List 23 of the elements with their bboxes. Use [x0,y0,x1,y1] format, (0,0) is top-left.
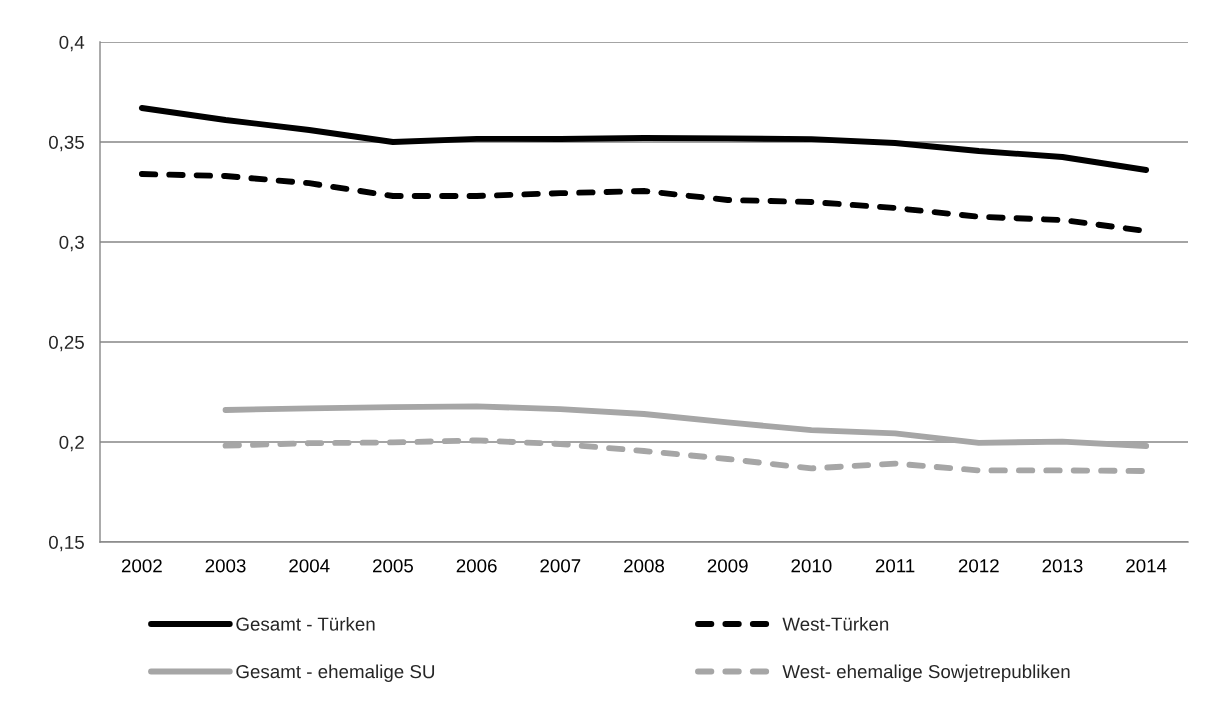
x-tick-label: 2007 [540,559,581,573]
y-tick-label: 0,3 [59,235,84,252]
y-tick-label: 0,2 [59,435,84,452]
y-tick-label: 0,25 [48,335,84,352]
x-tick-label: 2008 [624,559,665,573]
legend-label: Gesamt - Türken [236,617,375,631]
x-tick-label: 2012 [958,559,999,573]
x-tick-label: 2013 [1042,559,1083,573]
x-tick-label: 2002 [121,559,162,573]
x-tick-label: 2010 [791,559,832,573]
legend-label: Gesamt - ehemalige SU [236,664,435,682]
legend-label: West-Türken [782,617,889,631]
x-tick-label: 2009 [707,559,748,573]
y-tick-label: 0,4 [59,35,85,52]
x-tick-label: 2011 [875,559,915,573]
y-tick-label: 0,35 [48,135,84,152]
y-tick-label: 0,15 [48,535,84,552]
x-tick-label: 2004 [289,559,330,573]
x-tick-label: 2006 [456,559,497,573]
legend-label: West- ehemalige Sowjetrepubliken [782,664,1070,682]
x-tick-label: 2014 [1126,559,1167,573]
x-tick-label: 2003 [205,559,246,573]
x-tick-label: 2005 [373,559,413,573]
